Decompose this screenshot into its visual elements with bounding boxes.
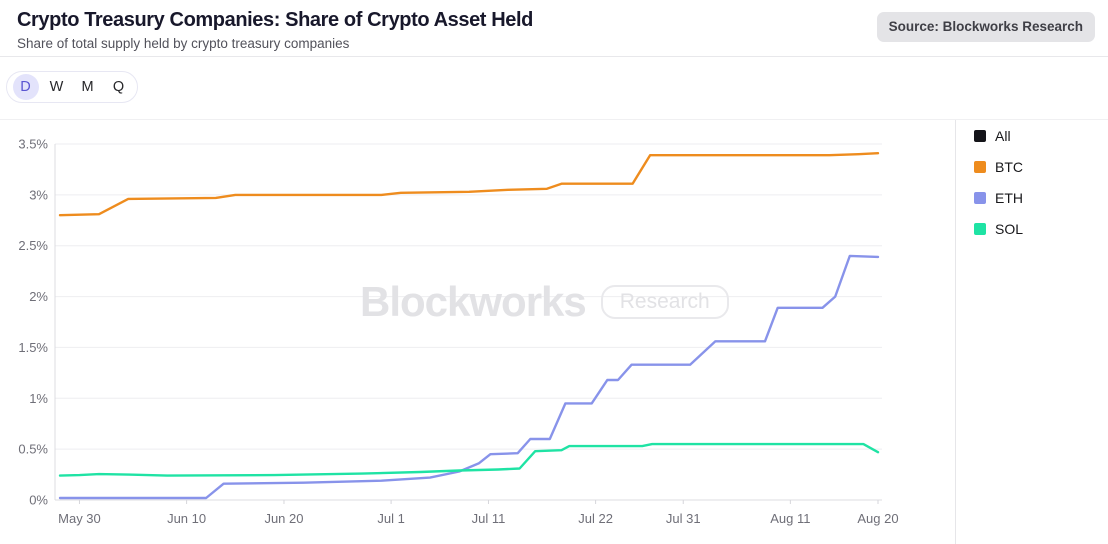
x-axis-label: Jun 20 xyxy=(264,511,303,526)
y-axis-label: 1.5% xyxy=(18,340,48,355)
chart-area: 0% 0.5% 1% 1.5% 2% 2.5% 3% 3.5% May 30 Jun 10 Jun … xyxy=(0,120,955,544)
legend-swatch-eth xyxy=(974,192,986,204)
legend-item-btc[interactable]: BTC xyxy=(974,155,1108,179)
x-axis-label: Aug 20 xyxy=(857,511,898,526)
series-line-eth xyxy=(58,254,880,500)
legend-label: BTC xyxy=(995,159,1023,175)
range-button-d[interactable]: D xyxy=(12,74,39,100)
x-axis-label: Jul 31 xyxy=(666,511,701,526)
legend-swatch-all xyxy=(974,130,986,142)
y-axis-label: 0% xyxy=(29,493,48,508)
y-axis-label: 0.5% xyxy=(18,442,48,457)
chart-header: Crypto Treasury Companies: Share of Cryp… xyxy=(0,0,1108,57)
y-axis-label: 2% xyxy=(29,289,48,304)
y-axis-label: 2.5% xyxy=(18,238,48,253)
x-axis-label: Jun 10 xyxy=(167,511,206,526)
x-axis-label: Jul 22 xyxy=(578,511,613,526)
range-button-w[interactable]: W xyxy=(41,74,72,100)
page-title: Crypto Treasury Companies: Share of Cryp… xyxy=(17,9,533,31)
x-axis-label: Jul 1 xyxy=(377,511,404,526)
legend-label: All xyxy=(995,128,1011,144)
x-axis-label: Aug 11 xyxy=(770,511,810,526)
legend-item-eth[interactable]: ETH xyxy=(974,186,1108,210)
page-subtitle: Share of total supply held by crypto tre… xyxy=(17,36,350,51)
series-line-sol xyxy=(58,442,880,477)
legend-label: SOL xyxy=(995,221,1024,237)
legend-item-sol[interactable]: SOL xyxy=(974,217,1108,241)
y-axis-label: 3.5% xyxy=(18,137,48,152)
x-axis-label: May 30 xyxy=(58,511,101,526)
x-axis-label: Jul 11 xyxy=(472,511,506,526)
legend-swatch-sol xyxy=(974,223,986,235)
y-axis-label: 1% xyxy=(29,391,48,406)
source-badge: Source: Blockworks Research xyxy=(876,12,1095,43)
chart-canvas[interactable]: 0% 0.5% 1% 1.5% 2% 2.5% 3% 3.5% May 30 Jun 10 Jun … xyxy=(0,120,955,544)
chart-legend: All BTC ETH SOL xyxy=(955,120,1108,544)
range-button-q[interactable]: Q xyxy=(103,74,134,100)
y-axis-label: 3% xyxy=(29,187,48,202)
content-row: 0% 0.5% 1% 1.5% 2% 2.5% 3% 3.5% May 30 Jun 10 Jun … xyxy=(0,119,1108,544)
legend-item-all[interactable]: All xyxy=(974,124,1108,148)
series-line-btc xyxy=(58,152,880,217)
legend-label: ETH xyxy=(995,190,1023,206)
range-button-m[interactable]: M xyxy=(72,74,103,100)
legend-swatch-btc xyxy=(974,161,986,173)
